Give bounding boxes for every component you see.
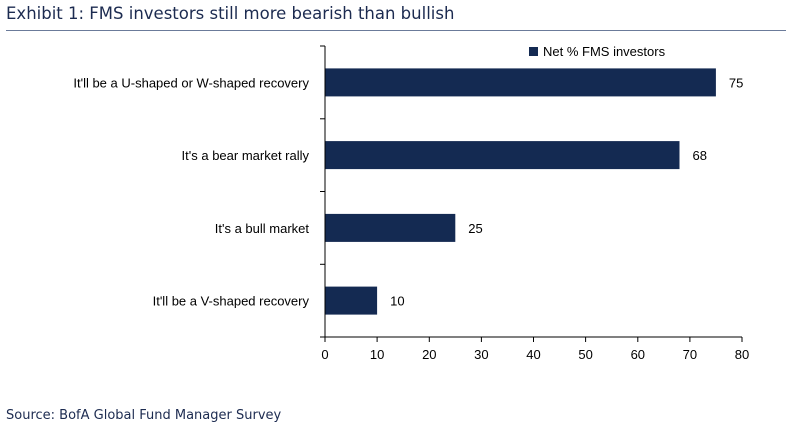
x-tick-label: 40: [526, 347, 540, 362]
data-label: 68: [693, 148, 707, 163]
page-title: Exhibit 1: FMS investors still more bear…: [6, 4, 455, 23]
x-tick-label: 80: [735, 347, 749, 362]
legend-swatch: [529, 47, 538, 56]
source-note: Source: BofA Global Fund Manager Survey: [6, 408, 282, 423]
data-label: 25: [468, 221, 482, 236]
legend-label: Net % FMS investors: [543, 44, 666, 59]
x-tick-label: 0: [321, 347, 328, 362]
data-label: 10: [390, 294, 404, 309]
category-label: It's a bull market: [215, 221, 310, 236]
bar: [325, 141, 680, 170]
x-tick-label: 30: [474, 347, 488, 362]
category-label: It'll be a U-shaped or W-shaped recovery: [73, 75, 309, 90]
data-label: 75: [729, 75, 743, 90]
x-tick-label: 10: [370, 347, 384, 362]
x-tick-label: 50: [578, 347, 592, 362]
x-tick-label: 60: [631, 347, 645, 362]
title-divider: [6, 30, 786, 31]
category-label: It'll be a V-shaped recovery: [153, 294, 310, 309]
bar: [325, 213, 456, 242]
bar: [325, 286, 378, 315]
x-tick-label: 70: [683, 347, 697, 362]
x-tick-label: 20: [422, 347, 436, 362]
category-label: It's a bear market rally: [182, 148, 310, 163]
chart-legend: Net % FMS investors: [529, 44, 666, 59]
bar: [325, 68, 716, 97]
